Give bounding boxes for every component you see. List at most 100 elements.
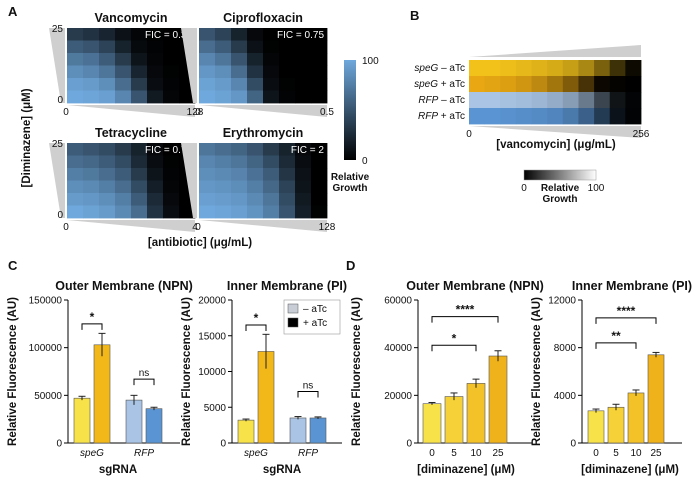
heatmap-cell	[295, 53, 312, 66]
heatmap-cell	[295, 65, 312, 79]
chart-title: Inner Membrane (PI)	[572, 279, 692, 293]
colorbar	[344, 60, 356, 160]
heatmap-cell	[163, 180, 180, 194]
significance-label: *	[254, 311, 259, 325]
heatmap-cell	[99, 193, 116, 206]
heatmap-cell	[247, 180, 264, 194]
heatmap-cell	[131, 78, 148, 91]
heatmap-cell	[531, 76, 548, 93]
heatmap-cell	[247, 193, 264, 206]
heatmap-cell	[311, 65, 328, 79]
heatmap-cell	[163, 40, 180, 54]
x-category-label: RFP	[298, 448, 318, 459]
heatmap-cell	[115, 193, 132, 206]
heatmap-cell	[99, 78, 116, 91]
colorbar-title: Relative Growth	[541, 183, 580, 205]
heatmap-cell	[263, 28, 280, 41]
heatmap-cell	[83, 193, 100, 206]
significance-bracket	[431, 344, 477, 352]
x-axis-label: [antibiotic] (μg/mL)	[148, 237, 252, 249]
heatmap-cell	[279, 168, 296, 181]
row-label-gene: RFP	[418, 95, 438, 106]
heatmap-cell	[147, 65, 164, 79]
legend-label: + aTc	[303, 318, 327, 329]
heatmap-cell	[531, 92, 548, 109]
heatmap-cell	[609, 108, 626, 125]
heatmap-cell	[231, 143, 248, 156]
heatmap-cell	[163, 155, 180, 169]
heatmap-cell	[295, 180, 312, 194]
heatmap-cell	[500, 108, 517, 125]
bar	[607, 406, 625, 444]
y-gradient-wedge	[181, 28, 197, 103]
heatmap-cell	[295, 90, 312, 104]
heatmap-cell	[231, 78, 248, 91]
heatmap-title: Tetracycline	[95, 126, 167, 140]
heatmap-cell	[199, 155, 216, 169]
heatmap-cell	[147, 78, 164, 91]
panel-label-b: B	[410, 8, 419, 23]
heatmap-cell	[231, 193, 248, 206]
significance-label: **	[611, 329, 621, 343]
heatmap-cell	[115, 143, 132, 156]
x-axis-label: sgRNA	[99, 464, 137, 476]
x-tick-min: 0	[195, 222, 201, 233]
heatmap-cell	[231, 155, 248, 169]
heatmap-cell	[515, 108, 532, 125]
heatmap-cell	[99, 28, 116, 41]
y-tick-label: 4000	[554, 391, 577, 402]
heatmap-cell	[625, 92, 642, 109]
heatmap-cell	[115, 53, 132, 66]
heatmap-cell	[99, 168, 116, 181]
heatmap-cell	[295, 168, 312, 181]
heatmap-cell	[147, 193, 164, 206]
heatmap-cell	[295, 193, 312, 206]
heatmap-title: Erythromycin	[223, 126, 304, 140]
colorbar-title: Relative Growth	[331, 172, 370, 194]
x-category-label: 0	[593, 448, 599, 459]
heatmap-cell	[311, 28, 328, 41]
y-axis-label: [Diminazene] (μM)	[21, 88, 33, 187]
significance-label: ns	[139, 368, 150, 379]
heatmap-cell	[515, 92, 532, 109]
heatmap-cell	[231, 205, 248, 219]
heatmap-cell	[199, 90, 216, 104]
heatmap-cell	[131, 193, 148, 206]
y-axis-label: Relative Fluorescence (AU)	[531, 297, 543, 446]
legend-swatch	[287, 303, 299, 314]
heatmap-cell	[67, 53, 84, 66]
heatmap-cell	[484, 108, 501, 125]
heatmap-cell	[163, 205, 180, 219]
colorbar-max-label: 100	[362, 56, 379, 67]
heatmap-cell	[263, 205, 280, 219]
x-category-label: 5	[451, 448, 457, 459]
heatmap-cell	[147, 168, 164, 181]
heatmap-cell	[311, 90, 328, 104]
heatmap-cell	[311, 53, 328, 66]
chart-title: Inner Membrane (PI)	[227, 279, 347, 293]
bar	[647, 354, 665, 444]
heatmap-cell	[215, 205, 232, 219]
heatmap-cell	[67, 40, 84, 54]
heatmap-cell	[99, 143, 116, 156]
bar	[466, 383, 486, 444]
y-tick-label: 0	[220, 439, 226, 450]
heatmap-cell	[469, 92, 486, 109]
significance-label: ****	[617, 304, 636, 318]
bar	[627, 392, 645, 444]
heatmap-cell	[163, 53, 180, 66]
heatmap-cell	[115, 78, 132, 91]
chart-title: Outer Membrane (NPN)	[406, 279, 544, 293]
row-label-gene: RFP	[418, 111, 438, 122]
heatmap-cell	[115, 168, 132, 181]
heatmap-cell	[147, 143, 164, 156]
heatmap-cell	[263, 90, 280, 104]
heatmap-cell	[279, 78, 296, 91]
heatmap-cell	[263, 78, 280, 91]
significance-bracket	[595, 342, 637, 349]
heatmap-cell	[279, 193, 296, 206]
heatmap-cell	[247, 143, 264, 156]
heatmap-cell	[215, 155, 232, 169]
colorbar-title-line: Relative	[541, 183, 580, 194]
x-gradient-wedge	[469, 45, 641, 57]
